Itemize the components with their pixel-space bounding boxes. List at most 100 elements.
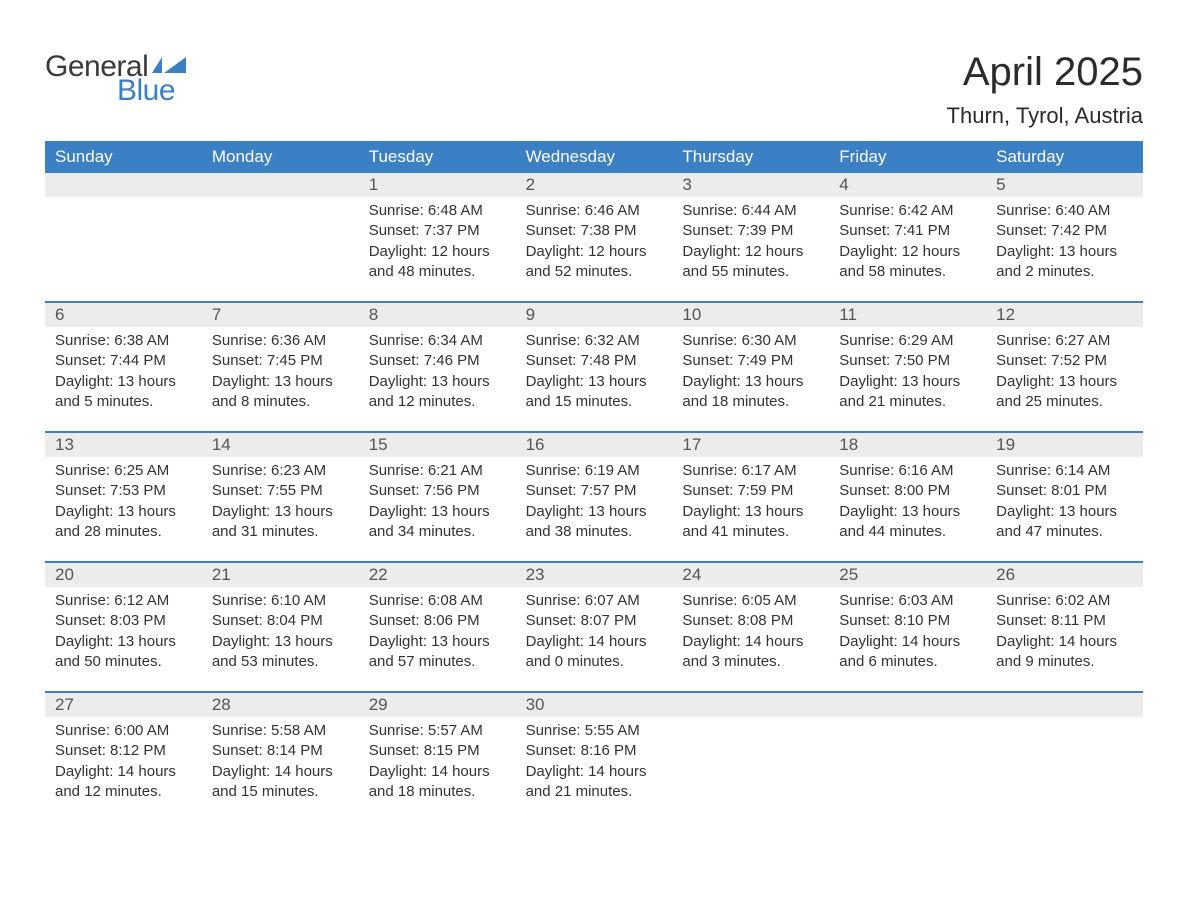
day-daylight1: Daylight: 13 hours — [55, 372, 192, 392]
day-number: 8 — [359, 303, 516, 327]
day-cell — [202, 197, 359, 283]
weekday-header: Sunday Monday Tuesday Wednesday Thursday… — [45, 141, 1143, 173]
day-daylight1: Daylight: 14 hours — [682, 632, 819, 652]
day-cell — [45, 197, 202, 283]
day-sunrise: Sunrise: 6:40 AM — [996, 201, 1133, 221]
day-sunset: Sunset: 8:01 PM — [996, 481, 1133, 501]
weeks-container: 12345Sunrise: 6:48 AMSunset: 7:37 PMDayl… — [45, 173, 1143, 821]
day-sunrise: Sunrise: 6:12 AM — [55, 591, 192, 611]
day-number: 18 — [829, 433, 986, 457]
day-sunrise: Sunrise: 6:30 AM — [682, 331, 819, 351]
day-sunset: Sunset: 8:03 PM — [55, 611, 192, 631]
day-sunrise: Sunrise: 6:23 AM — [212, 461, 349, 481]
day-body-row: Sunrise: 6:25 AMSunset: 7:53 PMDaylight:… — [45, 457, 1143, 561]
day-daylight2: and 25 minutes. — [996, 392, 1133, 412]
day-sunset: Sunset: 7:37 PM — [369, 221, 506, 241]
day-daylight2: and 15 minutes. — [526, 392, 663, 412]
day-daylight1: Daylight: 12 hours — [839, 242, 976, 262]
day-daylight1: Daylight: 13 hours — [55, 632, 192, 652]
weekday-monday: Monday — [202, 141, 359, 173]
day-daylight1: Daylight: 13 hours — [526, 502, 663, 522]
day-daylight1: Daylight: 14 hours — [839, 632, 976, 652]
day-daylight2: and 50 minutes. — [55, 652, 192, 672]
day-daylight1: Daylight: 13 hours — [369, 632, 506, 652]
day-sunrise: Sunrise: 6:29 AM — [839, 331, 976, 351]
day-sunrise: Sunrise: 6:07 AM — [526, 591, 663, 611]
day-daylight2: and 52 minutes. — [526, 262, 663, 282]
day-daylight2: and 55 minutes. — [682, 262, 819, 282]
day-sunset: Sunset: 7:45 PM — [212, 351, 349, 371]
day-daylight2: and 12 minutes. — [55, 782, 192, 802]
day-sunrise: Sunrise: 6:02 AM — [996, 591, 1133, 611]
day-daylight1: Daylight: 13 hours — [212, 632, 349, 652]
day-number: 16 — [516, 433, 673, 457]
day-sunrise: Sunrise: 6:32 AM — [526, 331, 663, 351]
day-daylight2: and 15 minutes. — [212, 782, 349, 802]
day-number: 20 — [45, 563, 202, 587]
day-sunset: Sunset: 7:41 PM — [839, 221, 976, 241]
day-number: 17 — [672, 433, 829, 457]
day-daylight1: Daylight: 14 hours — [526, 632, 663, 652]
day-cell: Sunrise: 6:34 AMSunset: 7:46 PMDaylight:… — [359, 327, 516, 413]
day-number: 27 — [45, 693, 202, 717]
day-cell: Sunrise: 6:05 AMSunset: 8:08 PMDaylight:… — [672, 587, 829, 673]
day-sunset: Sunset: 7:50 PM — [839, 351, 976, 371]
day-daylight1: Daylight: 12 hours — [369, 242, 506, 262]
day-cell: Sunrise: 6:19 AMSunset: 7:57 PMDaylight:… — [516, 457, 673, 543]
day-daylight1: Daylight: 13 hours — [839, 372, 976, 392]
day-sunrise: Sunrise: 5:58 AM — [212, 721, 349, 741]
day-number — [829, 693, 986, 717]
calendar: Sunday Monday Tuesday Wednesday Thursday… — [45, 141, 1143, 821]
day-daylight1: Daylight: 14 hours — [212, 762, 349, 782]
day-daylight2: and 12 minutes. — [369, 392, 506, 412]
day-number: 3 — [672, 173, 829, 197]
day-daylight2: and 48 minutes. — [369, 262, 506, 282]
day-sunset: Sunset: 8:10 PM — [839, 611, 976, 631]
day-daylight1: Daylight: 14 hours — [369, 762, 506, 782]
day-cell: Sunrise: 6:29 AMSunset: 7:50 PMDaylight:… — [829, 327, 986, 413]
day-body-row: Sunrise: 6:00 AMSunset: 8:12 PMDaylight:… — [45, 717, 1143, 821]
day-cell: Sunrise: 6:03 AMSunset: 8:10 PMDaylight:… — [829, 587, 986, 673]
day-body-row: Sunrise: 6:38 AMSunset: 7:44 PMDaylight:… — [45, 327, 1143, 431]
day-number — [986, 693, 1143, 717]
day-sunset: Sunset: 7:46 PM — [369, 351, 506, 371]
day-daylight1: Daylight: 13 hours — [369, 502, 506, 522]
day-daylight2: and 6 minutes. — [839, 652, 976, 672]
logo: General Blue — [45, 50, 186, 108]
day-sunset: Sunset: 7:56 PM — [369, 481, 506, 501]
day-number: 24 — [672, 563, 829, 587]
day-cell: Sunrise: 6:25 AMSunset: 7:53 PMDaylight:… — [45, 457, 202, 543]
day-daylight1: Daylight: 13 hours — [212, 372, 349, 392]
day-cell: Sunrise: 6:12 AMSunset: 8:03 PMDaylight:… — [45, 587, 202, 673]
day-number: 26 — [986, 563, 1143, 587]
day-daylight2: and 8 minutes. — [212, 392, 349, 412]
day-cell: Sunrise: 6:36 AMSunset: 7:45 PMDaylight:… — [202, 327, 359, 413]
day-cell: Sunrise: 6:08 AMSunset: 8:06 PMDaylight:… — [359, 587, 516, 673]
day-sunset: Sunset: 7:39 PM — [682, 221, 819, 241]
day-number: 10 — [672, 303, 829, 327]
day-sunset: Sunset: 8:08 PM — [682, 611, 819, 631]
day-sunrise: Sunrise: 5:57 AM — [369, 721, 506, 741]
day-sunrise: Sunrise: 6:16 AM — [839, 461, 976, 481]
day-number-strip: 12345 — [45, 173, 1143, 197]
day-daylight2: and 9 minutes. — [996, 652, 1133, 672]
day-number: 21 — [202, 563, 359, 587]
day-daylight1: Daylight: 13 hours — [526, 372, 663, 392]
day-number: 19 — [986, 433, 1143, 457]
day-sunrise: Sunrise: 6:46 AM — [526, 201, 663, 221]
day-body-row: Sunrise: 6:12 AMSunset: 8:03 PMDaylight:… — [45, 587, 1143, 691]
day-number — [45, 173, 202, 197]
day-sunset: Sunset: 8:04 PM — [212, 611, 349, 631]
day-daylight1: Daylight: 12 hours — [526, 242, 663, 262]
day-sunrise: Sunrise: 6:48 AM — [369, 201, 506, 221]
day-number: 28 — [202, 693, 359, 717]
month-title: April 2025 — [947, 50, 1143, 95]
day-cell: Sunrise: 6:23 AMSunset: 7:55 PMDaylight:… — [202, 457, 359, 543]
day-cell: Sunrise: 6:40 AMSunset: 7:42 PMDaylight:… — [986, 197, 1143, 283]
day-number: 12 — [986, 303, 1143, 327]
day-sunrise: Sunrise: 6:38 AM — [55, 331, 192, 351]
day-daylight1: Daylight: 13 hours — [996, 242, 1133, 262]
day-number — [202, 173, 359, 197]
day-daylight2: and 53 minutes. — [212, 652, 349, 672]
day-sunset: Sunset: 7:38 PM — [526, 221, 663, 241]
